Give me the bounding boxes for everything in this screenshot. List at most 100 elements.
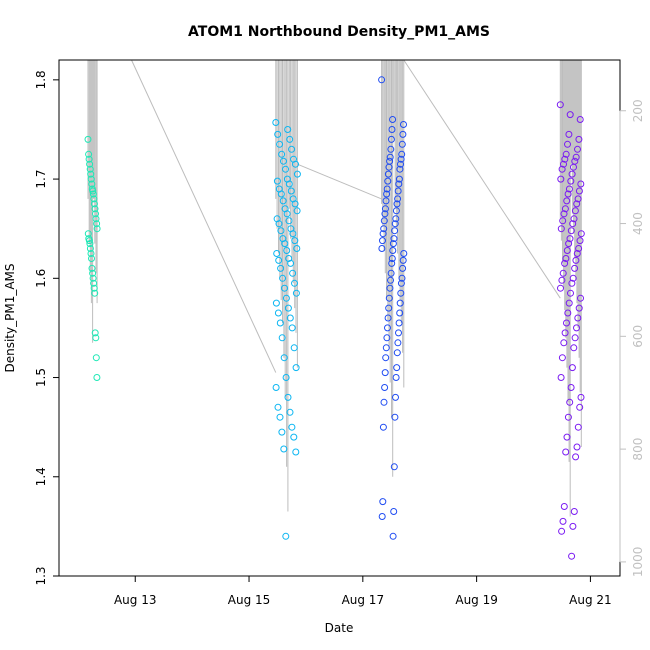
- data-point: [280, 354, 288, 362]
- data-point: [559, 217, 567, 225]
- data-point: [573, 250, 581, 257]
- data-point: [567, 227, 575, 235]
- data-point: [573, 443, 581, 451]
- data-point: [563, 197, 571, 205]
- data-point: [570, 215, 578, 223]
- data-point: [575, 245, 583, 252]
- data-point: [557, 284, 564, 292]
- data-point: [381, 205, 389, 213]
- data-point: [565, 299, 573, 307]
- data-point: [564, 309, 572, 317]
- data-point: [287, 259, 295, 267]
- data-point: [399, 264, 407, 272]
- right-axis-tick-label: 1000: [631, 547, 645, 578]
- data-point: [391, 413, 399, 421]
- data-point: [575, 187, 583, 195]
- data-point: [386, 153, 394, 161]
- data-point: [395, 180, 403, 188]
- data-point: [577, 393, 585, 401]
- data-point: [286, 314, 294, 322]
- data-point: [386, 284, 394, 292]
- data-point: [276, 319, 284, 327]
- data-point: [289, 230, 297, 238]
- data-point: [276, 140, 284, 148]
- data-point: [277, 190, 285, 198]
- data-point: [92, 334, 100, 342]
- data-point: [392, 374, 400, 381]
- data-point: [572, 256, 580, 264]
- data-point: [389, 240, 397, 248]
- data-point: [288, 324, 296, 332]
- x-tick-label: Aug 19: [455, 593, 498, 607]
- data-point: [561, 329, 569, 337]
- data-point: [283, 247, 291, 254]
- y-tick-label: 1.3: [34, 566, 48, 585]
- data-point: [86, 165, 94, 173]
- right-axis-tick-label: 400: [631, 212, 645, 235]
- data-point: [400, 250, 408, 257]
- data-point: [284, 126, 292, 133]
- data-point: [387, 276, 394, 284]
- data-point: [562, 150, 570, 158]
- data-point: [84, 135, 92, 143]
- data-point: [565, 185, 573, 193]
- data-point: [558, 165, 566, 173]
- data-point: [562, 448, 570, 456]
- data-point: [291, 200, 299, 208]
- data-point: [282, 374, 290, 381]
- data-point: [93, 220, 101, 228]
- data-point: [391, 227, 399, 235]
- data-point: [378, 76, 386, 84]
- data-point: [283, 210, 291, 218]
- data-point: [272, 119, 280, 126]
- x-axis-label: Date: [325, 621, 354, 635]
- data-point: [279, 197, 287, 205]
- data-point: [569, 522, 577, 530]
- data-point: [287, 187, 295, 195]
- data-point: [577, 230, 585, 238]
- x-tick-label: Aug 17: [342, 593, 385, 607]
- data-point: [560, 210, 568, 218]
- data-point: [393, 200, 401, 208]
- data-point: [397, 155, 405, 163]
- data-point: [91, 205, 99, 213]
- data-point: [383, 190, 391, 198]
- plot-frame: [58, 59, 621, 577]
- data-point: [286, 135, 294, 143]
- data-point: [378, 513, 386, 520]
- data-point: [399, 256, 407, 264]
- data-point: [564, 190, 572, 198]
- data-point: [90, 279, 98, 287]
- data-point: [292, 160, 299, 168]
- y-tick-label: 1.6: [34, 269, 48, 288]
- data-point: [379, 498, 387, 506]
- data-point: [86, 245, 94, 252]
- data-point: [392, 393, 399, 401]
- data-point: [572, 153, 580, 161]
- data-point: [384, 314, 392, 322]
- data-point: [282, 294, 290, 302]
- data-point: [89, 274, 97, 282]
- data-point: [564, 413, 572, 421]
- data-point: [89, 190, 97, 198]
- data-point: [571, 264, 579, 272]
- data-point: [385, 294, 393, 302]
- data-point: [566, 398, 574, 406]
- data-point: [559, 269, 567, 277]
- data-point: [291, 237, 299, 245]
- data-point: [396, 309, 404, 317]
- data-point: [393, 349, 401, 357]
- data-point: [390, 235, 398, 243]
- data-point: [378, 245, 386, 252]
- data-point: [380, 217, 388, 225]
- data-point: [388, 126, 396, 133]
- data-point: [390, 508, 398, 515]
- data-point: [384, 177, 392, 185]
- data-point: [575, 135, 583, 143]
- data-point: [569, 274, 577, 282]
- data-point: [387, 145, 395, 153]
- x-tick-label: Aug 21: [569, 593, 612, 607]
- data-point: [293, 170, 301, 178]
- data-point: [575, 304, 583, 312]
- data-point: [288, 423, 296, 431]
